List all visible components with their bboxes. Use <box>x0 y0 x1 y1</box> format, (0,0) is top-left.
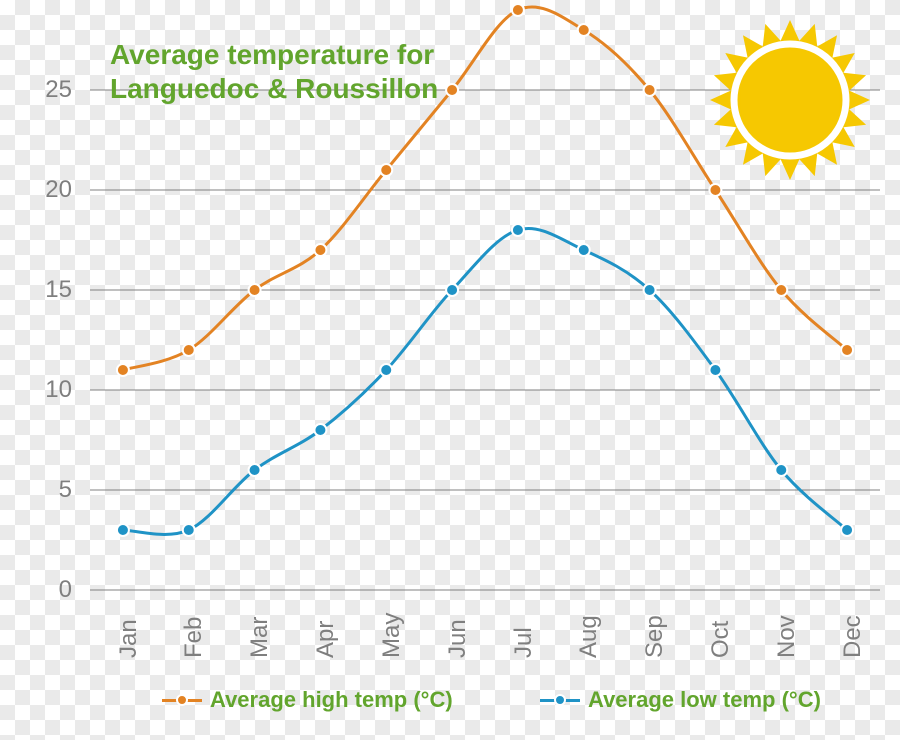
legend-swatch-high <box>162 690 202 710</box>
series-marker-high <box>578 24 590 36</box>
legend-swatch-low <box>540 690 580 710</box>
chart-canvas: Average temperature for Languedoc & Rous… <box>0 0 900 740</box>
series-line-low <box>123 228 847 534</box>
sun-disc <box>740 50 840 150</box>
x-tick-label: Apr <box>312 621 340 658</box>
x-tick-label: Nov <box>773 615 801 658</box>
series-marker-low <box>512 224 524 236</box>
x-tick-label: Mar <box>246 617 274 658</box>
x-tick-label: Jul <box>510 627 538 658</box>
chart-title: Average temperature for Languedoc & Rous… <box>110 38 438 105</box>
series-marker-low <box>644 284 656 296</box>
series-marker-high <box>446 84 458 96</box>
y-tick-label: 15 <box>0 276 72 304</box>
legend-item-low: Average low temp (°C) <box>540 687 821 713</box>
y-tick-label: 10 <box>0 376 72 404</box>
chart-title-line1: Average temperature for <box>110 38 438 72</box>
legend-item-high: Average high temp (°C) <box>162 687 453 713</box>
series-marker-high <box>314 244 326 256</box>
x-tick-label: Jun <box>444 619 472 658</box>
y-tick-label: 0 <box>0 576 72 604</box>
series-marker-low <box>446 284 458 296</box>
series-marker-low <box>578 244 590 256</box>
series-marker-low <box>841 524 853 536</box>
x-tick-label: Sep <box>641 615 669 658</box>
x-tick-label: Aug <box>575 615 603 658</box>
legend-dot <box>176 694 188 706</box>
series-marker-low <box>249 464 261 476</box>
legend-label-high: Average high temp (°C) <box>210 687 453 713</box>
series-marker-high <box>512 4 524 16</box>
series-marker-high <box>380 164 392 176</box>
legend-label-low: Average low temp (°C) <box>588 687 821 713</box>
y-tick-label: 25 <box>0 76 72 104</box>
x-tick-label: Oct <box>707 621 735 658</box>
series-marker-low <box>314 424 326 436</box>
y-tick-label: 20 <box>0 176 72 204</box>
series-marker-low <box>709 364 721 376</box>
y-tick-label: 5 <box>0 476 72 504</box>
series-marker-high <box>183 344 195 356</box>
series-marker-low <box>775 464 787 476</box>
x-tick-label: Dec <box>839 615 867 658</box>
series-marker-high <box>841 344 853 356</box>
sun-icon <box>710 20 870 180</box>
x-tick-label: May <box>378 613 406 658</box>
series-marker-high <box>709 184 721 196</box>
series-marker-high <box>775 284 787 296</box>
x-tick-label: Jan <box>115 619 143 658</box>
series-marker-low <box>380 364 392 376</box>
series-marker-high <box>644 84 656 96</box>
chart-title-line2: Languedoc & Roussillon <box>110 72 438 106</box>
series-marker-low <box>117 524 129 536</box>
x-tick-label: Feb <box>180 617 208 658</box>
series-marker-high <box>249 284 261 296</box>
series-marker-high <box>117 364 129 376</box>
series-marker-low <box>183 524 195 536</box>
legend-dot <box>554 694 566 706</box>
